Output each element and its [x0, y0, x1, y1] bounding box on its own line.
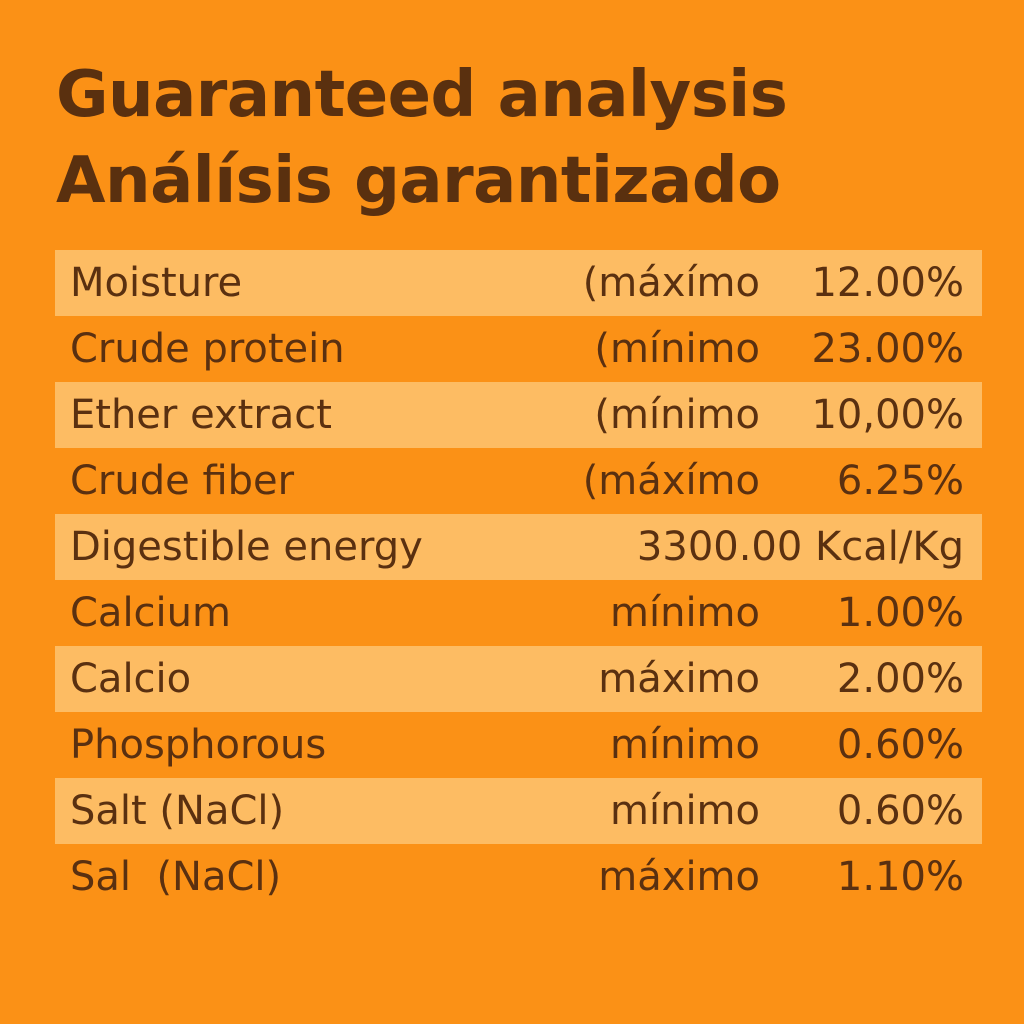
table-row-crude-protein: Crude protein (mínimo 23.00%: [55, 316, 982, 382]
row-label: Calcio: [70, 656, 192, 702]
row-value: 3300.00 Kcal/Kg: [636, 524, 964, 570]
row-qualifier: máximo: [598, 854, 760, 900]
row-value: 2.00%: [836, 656, 964, 702]
table-row-digestible-energy: Digestible energy 3300.00 Kcal/Kg: [55, 514, 982, 580]
row-value: 0.60%: [836, 722, 964, 768]
analysis-table: Moisture (máxímo 12.00% Crude protein (m…: [55, 250, 982, 910]
table-row-calcium: Calcium mínimo 1.00%: [55, 580, 982, 646]
row-qualifier: (máxímo: [582, 260, 760, 306]
table-row-crude-fiber: Crude fiber (máxímo 6.25%: [55, 448, 982, 514]
row-label: Sal (NaCl): [70, 854, 282, 900]
row-label: Crude fiber: [70, 458, 295, 504]
row-value: 1.00%: [836, 590, 964, 636]
row-qualifier: (mínimo: [594, 326, 760, 372]
row-value: 6.25%: [836, 458, 964, 504]
row-value: 23.00%: [811, 326, 964, 372]
row-label: Crude protein: [70, 326, 345, 372]
row-qualifier: (máxímo: [582, 458, 760, 504]
row-label: Phosphorous: [70, 722, 327, 768]
row-qualifier: mínimo: [610, 788, 760, 834]
row-label: Calcium: [70, 590, 231, 636]
table-row-ether-extract: Ether extract (mínimo 10,00%: [55, 382, 982, 448]
title-spanish: Análísis garantizado: [56, 144, 781, 218]
row-qualifier: mínimo: [610, 590, 760, 636]
row-qualifier: mínimo: [610, 722, 760, 768]
row-value: 10,00%: [811, 392, 964, 438]
row-value: 12.00%: [811, 260, 964, 306]
table-row-phosphorous: Phosphorous mínimo 0.60%: [55, 712, 982, 778]
table-row-calcio: Calcio máximo 2.00%: [55, 646, 982, 712]
table-row-moisture: Moisture (máxímo 12.00%: [55, 250, 982, 316]
row-value: 0.60%: [836, 788, 964, 834]
row-qualifier: máximo: [598, 656, 760, 702]
row-label: Moisture: [70, 260, 243, 306]
row-label: Salt (NaCl): [70, 788, 285, 834]
table-row-salt: Salt (NaCl) mínimo 0.60%: [55, 778, 982, 844]
page-title: Guaranteed analysis Análísis garantizado: [56, 52, 788, 224]
row-label: Digestible energy: [70, 524, 423, 570]
title-english: Guaranteed analysis: [56, 58, 788, 132]
table-row-sal: Sal (NaCl) máximo 1.10%: [55, 844, 982, 910]
row-qualifier: (mínimo: [594, 392, 760, 438]
row-value: 1.10%: [836, 854, 964, 900]
row-label: Ether extract: [70, 392, 332, 438]
